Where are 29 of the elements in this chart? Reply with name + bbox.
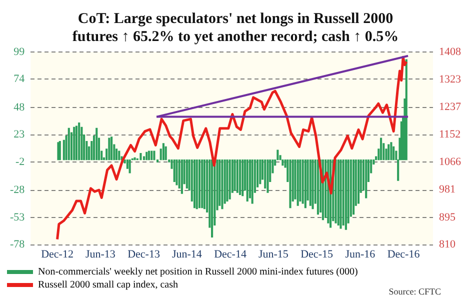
x-tick-label: Jun-16 bbox=[345, 248, 376, 260]
legend-label: Non-commercials' weekly net position in Russell 2000 mini-index futures (000) bbox=[38, 266, 358, 278]
x-tick-label: Dec-12 bbox=[41, 248, 74, 260]
y-tick-label: -53 bbox=[10, 211, 26, 224]
y-tick-label: -2 bbox=[15, 156, 25, 168]
y-tick-label: 99 bbox=[14, 46, 26, 58]
chart-title: CoT: Large speculators' net longs in Russell 2000 futures ↑ 65.2% to yet another record; cash ↑ 0.5% bbox=[72, 10, 399, 45]
y-tick-label: -78 bbox=[10, 238, 26, 251]
y2-tick-label: 895 bbox=[439, 211, 456, 224]
y-tick-label: -28 bbox=[10, 184, 26, 196]
y2-tick-label: 810 bbox=[439, 238, 456, 251]
y2-tick-label: 1066 bbox=[439, 156, 462, 168]
x-tick-label: Dec-14 bbox=[214, 248, 247, 260]
x-tick-label: Jun-14 bbox=[172, 248, 202, 260]
x-tick-label: Dec-13 bbox=[128, 248, 160, 260]
y2-tick-label: 981 bbox=[439, 184, 456, 196]
y2-tick-label: 1408 bbox=[439, 46, 462, 58]
x-tick-label: Jun-13 bbox=[85, 248, 116, 260]
y2-tick-label: 1152 bbox=[439, 128, 461, 140]
y-tick-label: 48 bbox=[14, 101, 26, 114]
legend-label: Russell 2000 small cap index, cash bbox=[38, 280, 178, 291]
x-tick-label: Jun-15 bbox=[258, 248, 289, 260]
x-tick-label: Dec-16 bbox=[387, 248, 420, 260]
y2-tick-label: 1237 bbox=[439, 101, 462, 114]
y-tick-label: 74 bbox=[14, 73, 26, 86]
y-tick-label: 23 bbox=[14, 128, 26, 141]
source-note: Source: CFTC bbox=[388, 286, 441, 296]
x-tick-label: Dec-15 bbox=[300, 248, 334, 260]
y2-tick-label: 1323 bbox=[439, 73, 462, 86]
